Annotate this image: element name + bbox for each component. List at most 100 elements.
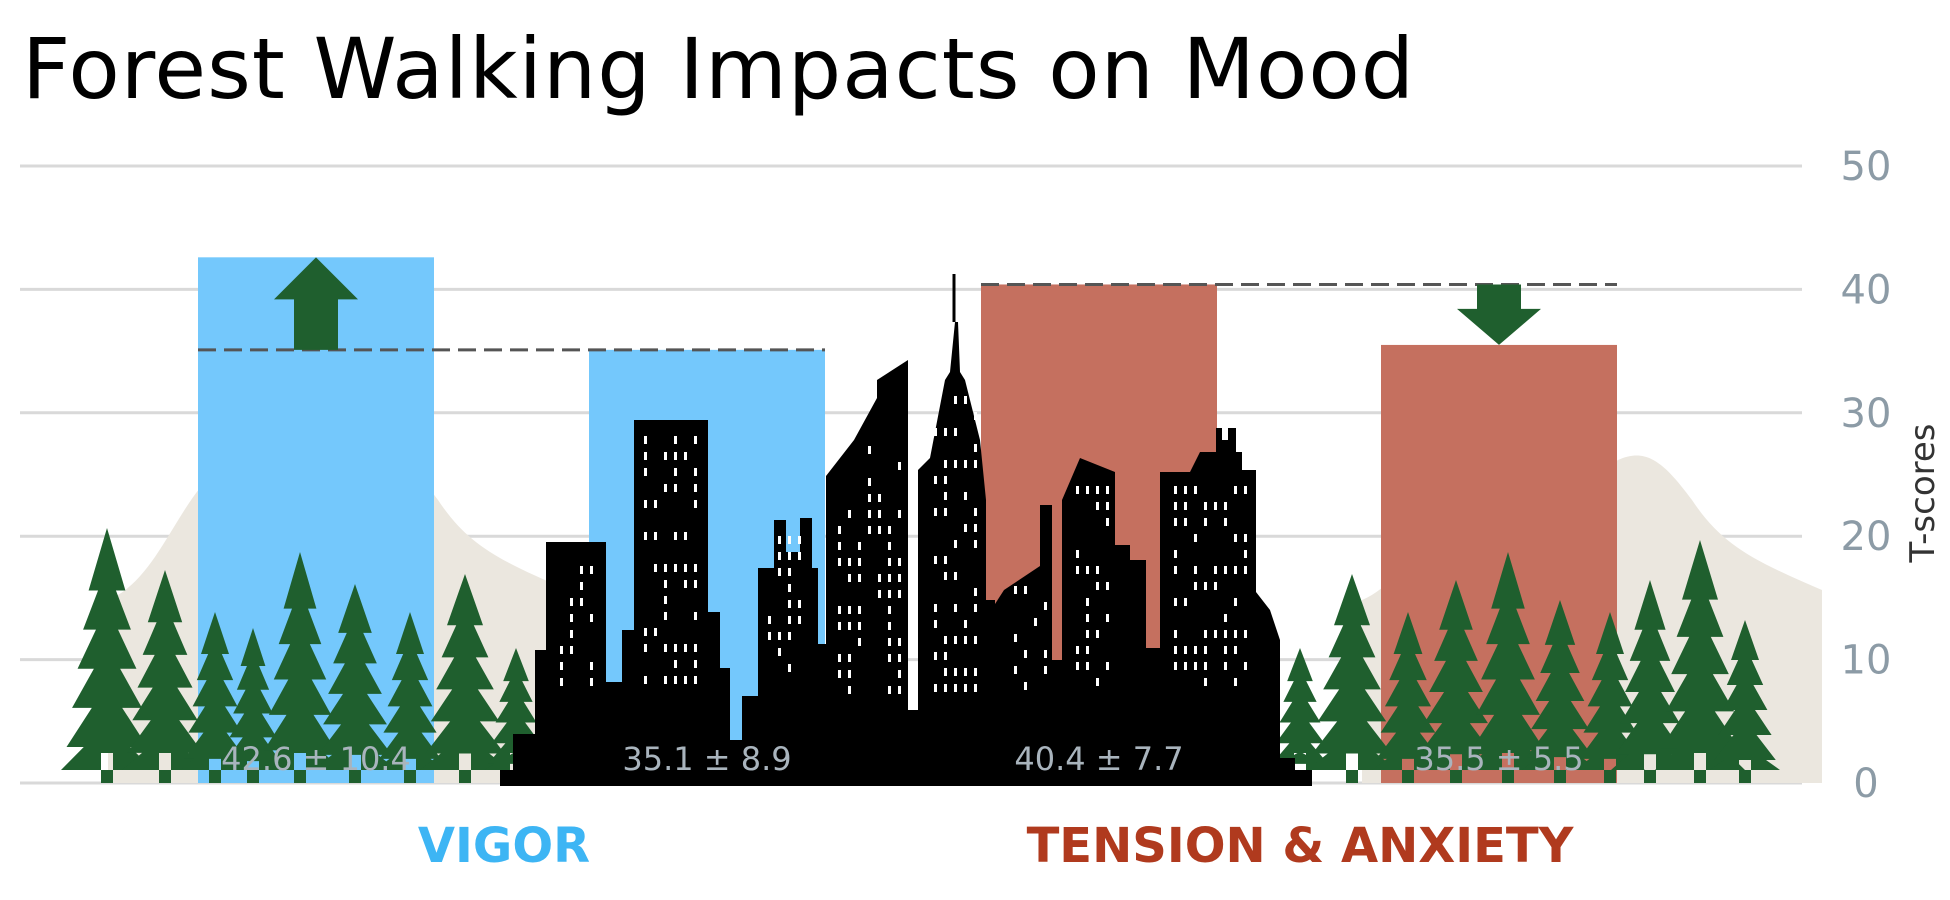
window-light: [888, 574, 891, 582]
window-light: [898, 670, 901, 678]
window-light: [768, 616, 771, 624]
window-light: [1076, 486, 1079, 494]
window-light: [1204, 630, 1207, 638]
window-light: [888, 654, 891, 662]
window-light: [570, 598, 573, 606]
window-light: [798, 552, 801, 560]
window-light: [1174, 598, 1177, 606]
pine-tree-16: [1575, 612, 1645, 783]
window-light: [1224, 630, 1227, 638]
window-light: [858, 574, 861, 582]
window-light: [674, 484, 677, 492]
window-light: [1234, 678, 1237, 686]
window-light: [934, 604, 937, 612]
window-light: [944, 652, 947, 660]
window-light: [848, 606, 851, 614]
window-light: [664, 564, 667, 572]
window-light: [944, 428, 947, 436]
arrow-up-icon: [274, 257, 358, 350]
window-light: [1214, 566, 1217, 574]
window-light: [694, 564, 697, 572]
window-light: [934, 684, 937, 692]
window-light: [964, 460, 967, 468]
window-light: [1024, 586, 1027, 594]
window-light: [954, 636, 957, 644]
window-light: [1174, 630, 1177, 638]
y-tick-label-40: 40: [1841, 267, 1892, 313]
window-light: [798, 616, 801, 624]
window-light: [1024, 650, 1027, 658]
window-light: [934, 556, 937, 564]
window-light: [888, 638, 891, 646]
window-light: [888, 526, 891, 534]
window-light: [964, 396, 967, 404]
y-tick-label-50: 50: [1841, 144, 1892, 190]
window-light: [1174, 518, 1177, 526]
window-light: [1014, 586, 1017, 594]
window-light: [888, 558, 891, 566]
window-light: [954, 604, 957, 612]
window-light: [898, 510, 901, 518]
window-light: [674, 660, 677, 668]
window-light: [898, 590, 901, 598]
window-light: [644, 676, 647, 684]
window-light: [560, 662, 563, 670]
window-light: [848, 622, 851, 630]
pine-tree-1: [61, 528, 153, 783]
window-light: [848, 558, 851, 566]
window-light: [644, 468, 647, 476]
window-light: [674, 564, 677, 572]
window-light: [1096, 678, 1099, 686]
window-light: [868, 494, 871, 502]
window-light: [954, 684, 957, 692]
forest-trees: [61, 528, 1780, 783]
window-light: [954, 572, 957, 580]
window-light: [684, 452, 687, 460]
window-light: [898, 686, 901, 694]
window-light: [1234, 486, 1237, 494]
window-light: [590, 662, 593, 670]
window-light: [974, 524, 977, 532]
window-light: [1086, 614, 1089, 622]
window-light: [778, 568, 781, 576]
window-light: [888, 590, 891, 598]
pine-tree-17: [1611, 580, 1689, 783]
window-light: [1086, 662, 1089, 670]
window-light: [868, 478, 871, 486]
window-light: [1086, 646, 1089, 654]
window-light: [684, 580, 687, 588]
window-light: [964, 524, 967, 532]
window-light: [560, 678, 563, 686]
window-light: [1044, 602, 1047, 610]
window-light: [684, 532, 687, 540]
chart-title: Forest Walking Impacts on Mood: [22, 20, 1416, 118]
window-light: [838, 558, 841, 566]
window-light: [1204, 662, 1207, 670]
window-light: [590, 614, 593, 622]
window-light: [644, 452, 647, 460]
window-light: [944, 460, 947, 468]
window-light: [1174, 550, 1177, 558]
window-light: [848, 686, 851, 694]
window-light: [858, 606, 861, 614]
window-light: [590, 566, 593, 574]
window-light: [570, 646, 573, 654]
window-light: [1106, 662, 1109, 670]
window-light: [644, 532, 647, 540]
window-light: [694, 676, 697, 684]
window-light: [1106, 582, 1109, 590]
window-light: [934, 620, 937, 628]
window-light: [654, 500, 657, 508]
window-light: [1214, 630, 1217, 638]
window-light: [1096, 502, 1099, 510]
window-light: [964, 668, 967, 676]
window-light: [1194, 534, 1197, 542]
window-light: [974, 460, 977, 468]
group-label-2: TENSION & ANXIETY: [1027, 818, 1575, 874]
window-light: [888, 622, 891, 630]
window-light: [1096, 582, 1099, 590]
window-light: [878, 494, 881, 502]
window-light: [1096, 486, 1099, 494]
window-light: [1224, 646, 1227, 654]
pine-tree-14: [1466, 552, 1550, 783]
